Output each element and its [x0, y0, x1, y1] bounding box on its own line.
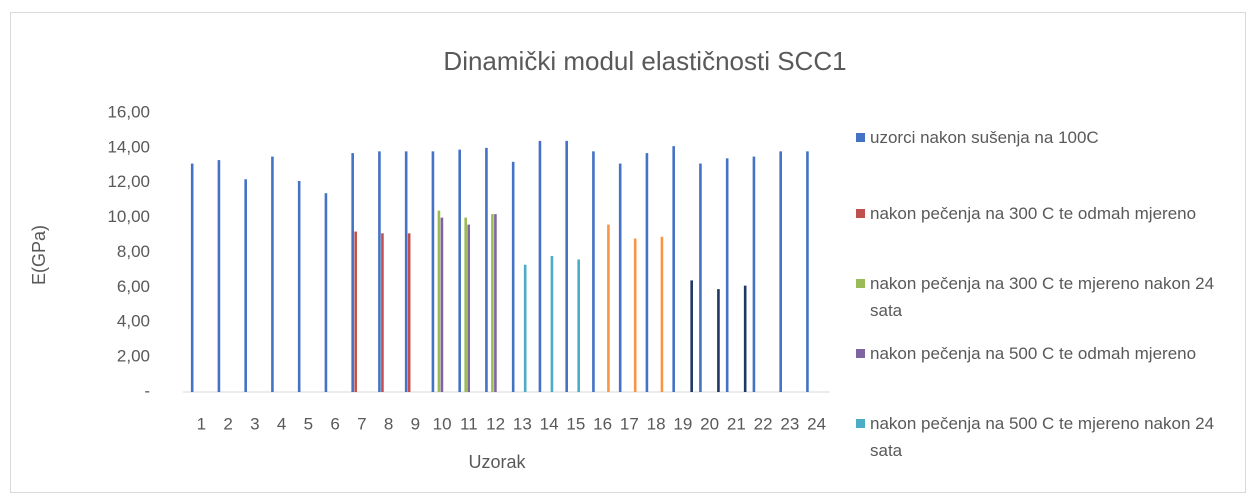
legend-swatch	[856, 349, 865, 358]
bar	[244, 179, 247, 392]
bar	[672, 146, 675, 392]
bar	[407, 233, 411, 392]
x-tick-label: 15	[566, 414, 585, 433]
y-tick-label: 12,00	[107, 172, 150, 191]
bar	[618, 163, 622, 392]
bar	[779, 151, 782, 392]
bar	[467, 224, 470, 392]
legend-item: nakon pečenja na 500 C te mjereno nakon …	[856, 410, 1220, 464]
legend-swatch	[856, 419, 865, 428]
legend-item: nakon pečenja na 500 C te odmah mjereno	[856, 340, 1220, 367]
bar	[699, 163, 702, 392]
bar	[440, 217, 444, 392]
y-tick-label: 16,00	[107, 102, 150, 121]
y-tick-label: 6,00	[117, 277, 150, 296]
bar	[378, 151, 381, 392]
legend-item: uzorci nakon sušenja na 100C	[856, 124, 1220, 151]
x-tick-label: 9	[411, 414, 420, 433]
bar	[381, 233, 384, 392]
x-tick-label: 19	[673, 414, 692, 433]
bar	[607, 224, 610, 392]
bar	[523, 264, 527, 392]
x-tick-label: 1	[197, 414, 206, 433]
bar	[271, 156, 274, 392]
legend-label: nakon pečenja na 500 C te odmah mjereno	[870, 344, 1197, 363]
y-tick-label: 8,00	[117, 242, 150, 261]
x-tick-label: 12	[486, 414, 505, 433]
bar	[660, 236, 664, 392]
y-tick-label: 2,00	[117, 347, 150, 366]
x-tick-label: 16	[593, 414, 612, 433]
bar	[297, 181, 301, 392]
legend-item: nakon pečenja na 300 C te odmah mjereno	[856, 200, 1220, 227]
legend-swatch	[856, 209, 865, 218]
x-tick-label: 17	[620, 414, 639, 433]
bar	[645, 153, 649, 392]
y-tick-label: 4,00	[117, 312, 150, 331]
legend-label: nakon pečenja na 300 C te odmah mjereno	[870, 204, 1197, 223]
bar	[743, 285, 747, 392]
x-tick-label: 20	[700, 414, 719, 433]
y-axis-title: E(GPa)	[29, 225, 49, 285]
legend-swatch	[856, 279, 865, 288]
x-tick-label: 22	[754, 414, 773, 433]
bar	[633, 238, 637, 392]
x-tick-label: 10	[433, 414, 452, 433]
bar	[565, 140, 568, 392]
x-tick-label: 13	[513, 414, 532, 433]
bar	[725, 158, 729, 392]
legend-label: nakon pečenja na 300 C te mjereno nakon …	[870, 274, 1215, 320]
x-tick-label: 14	[540, 414, 559, 433]
bar	[577, 259, 580, 392]
bar	[752, 156, 756, 392]
legend-label: nakon pečenja na 500 C te mjereno nakon …	[870, 414, 1215, 460]
bar	[190, 163, 194, 392]
x-tick-label: 6	[330, 414, 339, 433]
x-tick-label: 5	[304, 414, 313, 433]
x-tick-label: 21	[727, 414, 746, 433]
bar	[217, 160, 221, 392]
legend-item: nakon pečenja na 300 C te mjereno nakon …	[856, 270, 1220, 324]
x-tick-label: 11	[460, 414, 478, 433]
x-tick-label: 8	[384, 414, 393, 433]
bar	[806, 151, 809, 392]
x-tick-label: 23	[780, 414, 799, 433]
bar	[464, 217, 467, 392]
bar	[437, 210, 441, 392]
bar	[491, 214, 494, 392]
x-tick-label: 4	[277, 414, 286, 433]
bar	[690, 280, 693, 392]
bar	[717, 289, 720, 392]
bar	[538, 140, 542, 392]
x-tick-label: 3	[250, 414, 259, 433]
legend-swatch	[856, 133, 865, 142]
bar	[351, 153, 354, 392]
x-tick-label: 24	[807, 414, 826, 433]
x-axis-title: Uzorak	[468, 452, 526, 472]
bar	[324, 193, 328, 392]
bar	[458, 149, 461, 392]
y-tick-label: 10,00	[107, 207, 150, 226]
bar	[404, 151, 408, 392]
bar	[485, 147, 488, 392]
x-tick-label: 18	[647, 414, 666, 433]
x-tick-label: 2	[223, 414, 232, 433]
bar	[354, 231, 357, 392]
bar	[592, 151, 595, 392]
x-tick-label: 7	[357, 414, 366, 433]
chart-border	[10, 12, 1246, 493]
legend-label: uzorci nakon sušenja na 100C	[870, 128, 1099, 147]
chart-title: Dinamički modul elastičnosti SCC1	[443, 46, 846, 76]
bar	[511, 161, 515, 392]
bar	[431, 151, 435, 392]
bar	[494, 214, 497, 392]
y-tick-label: 14,00	[107, 137, 150, 156]
bar	[550, 255, 554, 392]
y-tick-label: -	[144, 381, 150, 400]
